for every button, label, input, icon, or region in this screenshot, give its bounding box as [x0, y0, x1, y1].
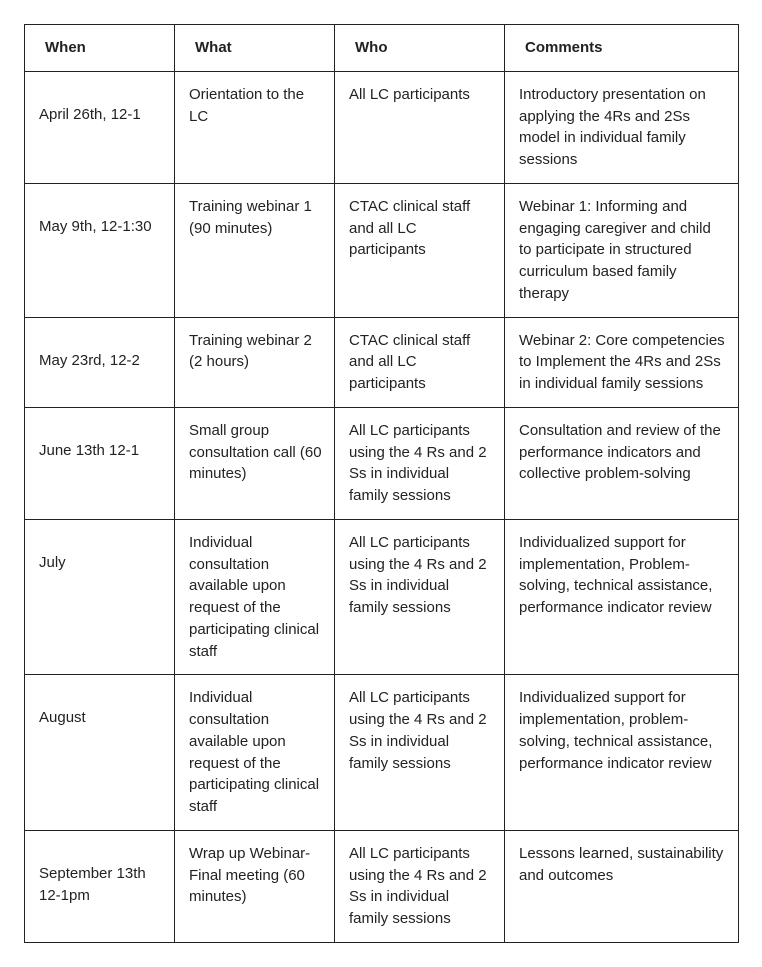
cell-when: May 23rd, 12-2 — [25, 317, 175, 407]
cell-who: All LC participants using the 4 Rs and 2… — [335, 830, 505, 942]
schedule-table: When What Who Comments April 26th, 12-1 … — [24, 24, 739, 943]
cell-comments: Lessons learned, sustainability and outc… — [505, 830, 739, 942]
cell-comments: Individualized support for implementatio… — [505, 519, 739, 675]
cell-when: April 26th, 12-1 — [25, 71, 175, 183]
col-header-what: What — [175, 25, 335, 72]
cell-comments: Webinar 1: Informing and engaging caregi… — [505, 183, 739, 317]
table-row: May 23rd, 12-2 Training webinar 2 (2 hou… — [25, 317, 739, 407]
cell-what: Training webinar 2 (2 hours) — [175, 317, 335, 407]
cell-who: CTAC clinical staff and all LC participa… — [335, 183, 505, 317]
col-header-comments: Comments — [505, 25, 739, 72]
cell-comments: Webinar 2: Core competencies to Implemen… — [505, 317, 739, 407]
cell-who: CTAC clinical staff and all LC participa… — [335, 317, 505, 407]
cell-comments: Individualized support for implementatio… — [505, 675, 739, 831]
table-row: August Individual consultation available… — [25, 675, 739, 831]
table-row: July Individual consultation available u… — [25, 519, 739, 675]
cell-what: Individual consultation available upon r… — [175, 519, 335, 675]
cell-what: Orientation to the LC — [175, 71, 335, 183]
table-header-row: When What Who Comments — [25, 25, 739, 72]
cell-when: September 13th 12-1pm — [25, 830, 175, 942]
col-header-who: Who — [335, 25, 505, 72]
cell-comments: Introductory presentation on applying th… — [505, 71, 739, 183]
cell-what: Small group consultation call (60 minute… — [175, 407, 335, 519]
cell-when: August — [25, 675, 175, 831]
cell-what: Individual consultation available upon r… — [175, 675, 335, 831]
cell-what: Training webinar 1 (90 minutes) — [175, 183, 335, 317]
cell-what: Wrap up Webinar- Final meeting (60 minut… — [175, 830, 335, 942]
cell-who: All LC participants using the 4 Rs and 2… — [335, 519, 505, 675]
table-row: June 13th 12-1 Small group consultation … — [25, 407, 739, 519]
cell-comments: Consultation and review of the performan… — [505, 407, 739, 519]
cell-when: June 13th 12-1 — [25, 407, 175, 519]
col-header-when: When — [25, 25, 175, 72]
cell-who: All LC participants — [335, 71, 505, 183]
cell-who: All LC participants using the 4 Rs and 2… — [335, 675, 505, 831]
table-row: September 13th 12-1pm Wrap up Webinar- F… — [25, 830, 739, 942]
table-row: April 26th, 12-1 Orientation to the LC A… — [25, 71, 739, 183]
cell-when: May 9th, 12-1:30 — [25, 183, 175, 317]
table-row: May 9th, 12-1:30 Training webinar 1 (90 … — [25, 183, 739, 317]
cell-who: All LC participants using the 4 Rs and 2… — [335, 407, 505, 519]
cell-when: July — [25, 519, 175, 675]
